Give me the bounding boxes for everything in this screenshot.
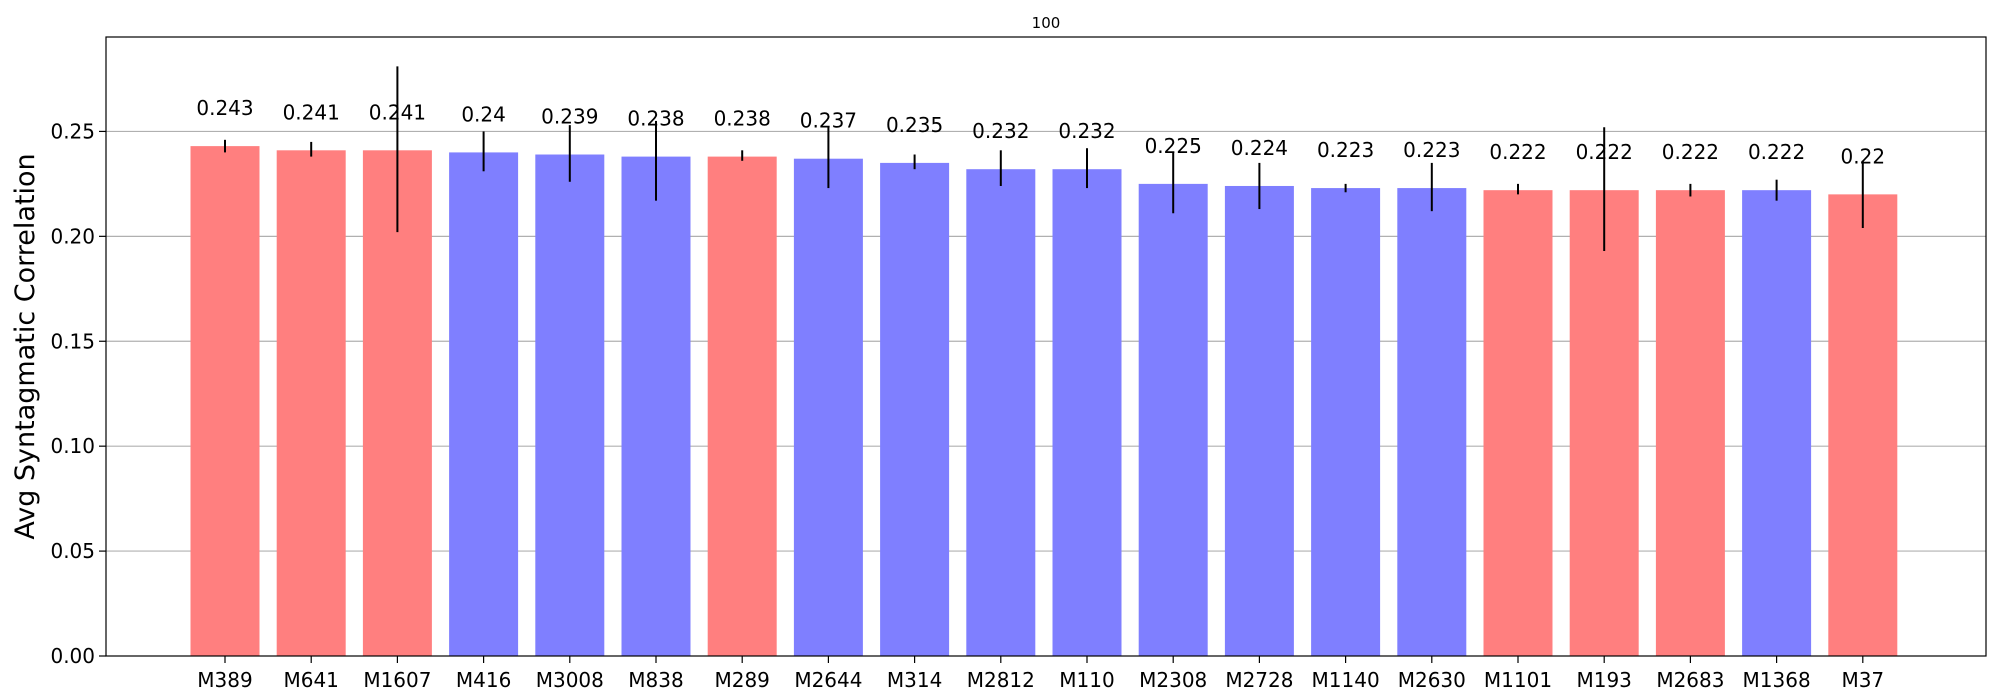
x-tick-label: M2644 [794, 668, 862, 692]
data-label: 0.223 [1317, 138, 1374, 162]
data-labels: 0.243 0.241 0.241 0.24 0.239 0.238 0.238 0.237 0… [196, 96, 1885, 168]
data-label: 0.232 [972, 119, 1029, 143]
chart-title: 100 [1032, 14, 1061, 32]
bar [1224, 185, 1294, 656]
data-label: 0.222 [1662, 140, 1719, 164]
bar [1655, 190, 1725, 656]
data-label: 0.222 [1576, 140, 1633, 164]
bar [707, 156, 777, 656]
data-label: 0.235 [886, 113, 943, 137]
bar [449, 152, 519, 656]
data-label: 0.237 [800, 109, 857, 133]
data-label: 0.222 [1748, 140, 1805, 164]
x-tick-label: M641 [283, 668, 338, 692]
x-tick-label: M1368 [1743, 668, 1811, 692]
x-tick-label: M1101 [1484, 668, 1552, 692]
bar [1397, 188, 1467, 656]
x-tick-label: M314 [887, 668, 942, 692]
bar [362, 150, 432, 656]
x-tick-label: M2728 [1225, 668, 1293, 692]
data-label: 0.243 [196, 96, 253, 120]
bar [535, 154, 605, 657]
x-tick-label: M289 [714, 668, 769, 692]
data-label: 0.22 [1841, 144, 1886, 168]
y-tick-label: 0.10 [50, 434, 95, 458]
x-tick-label: M416 [456, 668, 511, 692]
y-tick-label: 0.05 [50, 539, 95, 563]
data-label: 0.222 [1489, 140, 1546, 164]
x-tick-label: M110 [1059, 668, 1114, 692]
data-label: 0.232 [1058, 119, 1115, 143]
data-label: 0.225 [1145, 134, 1202, 158]
x-tick-label: M1140 [1312, 668, 1380, 692]
data-label: 0.239 [541, 105, 598, 129]
bar [1742, 190, 1812, 656]
data-label: 0.224 [1231, 136, 1288, 160]
error-bars [224, 66, 1864, 252]
y-tick-label: 0.00 [50, 644, 95, 668]
bars [190, 146, 1898, 657]
x-tick-label: M2630 [1398, 668, 1466, 692]
bar [621, 156, 691, 656]
bar [793, 158, 863, 656]
data-label: 0.238 [714, 107, 771, 131]
y-tick-label: 0.15 [50, 329, 95, 353]
bar [1052, 169, 1122, 656]
x-tick-label: M1607 [363, 668, 431, 692]
x-tick-label: M389 [197, 668, 252, 692]
y-axis-ticks: 0.00 0.05 0.10 0.15 0.20 0.25 [50, 119, 106, 668]
data-label: 0.241 [369, 100, 426, 124]
data-label: 0.24 [461, 102, 506, 126]
y-tick-label: 0.20 [50, 224, 95, 248]
x-tick-label: M193 [1576, 668, 1631, 692]
bar [880, 162, 950, 656]
x-tick-label: M2812 [967, 668, 1035, 692]
bar [1311, 188, 1381, 656]
x-tick-label: M2308 [1139, 668, 1207, 692]
y-axis-label: Avg Syntagmatic Correlation [10, 153, 41, 539]
plot-frame [105, 36, 1987, 657]
x-tick-label: M37 [1841, 668, 1884, 692]
data-label: 0.223 [1403, 138, 1460, 162]
bar [276, 150, 346, 656]
x-tick-label: M3008 [536, 668, 604, 692]
x-tick-label: M838 [628, 668, 683, 692]
bar [1138, 183, 1208, 657]
x-axis-ticks: M389 M641 M1607 M416 M3008 M838 M289 M2644 M314 M… [197, 656, 1884, 692]
bar [966, 169, 1036, 656]
bar [1483, 190, 1553, 656]
y-tick-label: 0.25 [50, 119, 95, 143]
bar [1828, 194, 1898, 657]
bar [1569, 190, 1639, 656]
data-label: 0.238 [627, 107, 684, 131]
bar [190, 146, 260, 656]
x-tick-label: M2683 [1656, 668, 1724, 692]
data-label: 0.241 [283, 100, 340, 124]
